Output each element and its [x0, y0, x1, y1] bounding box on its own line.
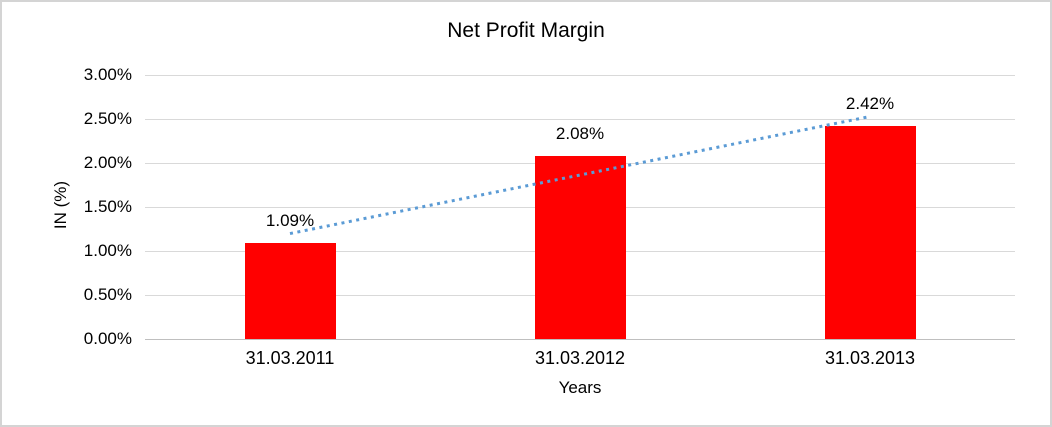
gridline — [145, 118, 1015, 120]
x-tick-label: 31.03.2011 — [245, 348, 335, 368]
y-tick-label: 1.00% — [83, 241, 132, 260]
bar — [534, 155, 626, 339]
x-axis-title: Years — [558, 378, 602, 397]
x-tick-label: 31.03.2013 — [824, 348, 916, 368]
y-tick-label: 3.00% — [83, 65, 132, 84]
y-tick-label: 1.50% — [83, 197, 132, 216]
x-tick-label: 31.03.2012 — [534, 348, 626, 368]
chart-title: Net Profit Margin — [447, 19, 605, 42]
data-label: 1.09% — [265, 211, 315, 231]
bar — [244, 243, 336, 339]
gridline — [145, 74, 1015, 76]
y-tick-label: 0.50% — [83, 285, 132, 304]
y-tick-label: 2.00% — [83, 153, 132, 172]
bar — [824, 126, 916, 339]
y-tick-label: 2.50% — [83, 109, 132, 128]
y-tick-label: 0.00% — [83, 329, 132, 348]
data-label: 2.42% — [845, 94, 895, 114]
gridline — [145, 338, 1015, 340]
data-label: 2.08% — [555, 123, 605, 143]
